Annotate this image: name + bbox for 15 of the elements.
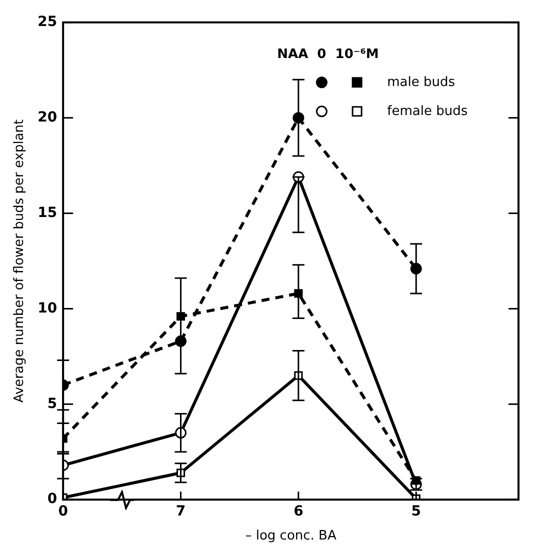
y-tick-label: 25 (38, 14, 58, 30)
y-tick-label: 10 (38, 300, 58, 316)
y-tick-label: 5 (47, 396, 58, 412)
y-tick-label: 0 (47, 491, 58, 508)
x-tick-label: 0 (58, 504, 68, 520)
x-tick-label: 6 (294, 504, 304, 520)
x-tick-label: 7 (176, 504, 186, 520)
legend-label: male buds (387, 74, 456, 90)
legend-title: NAA 0 10⁻⁶M (277, 46, 379, 62)
y-tick-label: 15 (38, 204, 58, 221)
x-tick-label: 5 (411, 504, 421, 520)
y-tick-label: 20 (38, 109, 58, 126)
legend-label: female buds (387, 104, 468, 119)
x-axis-title: – log conc. BA (245, 528, 336, 544)
y-axis-title: Average number of flower buds per explant (12, 119, 28, 403)
